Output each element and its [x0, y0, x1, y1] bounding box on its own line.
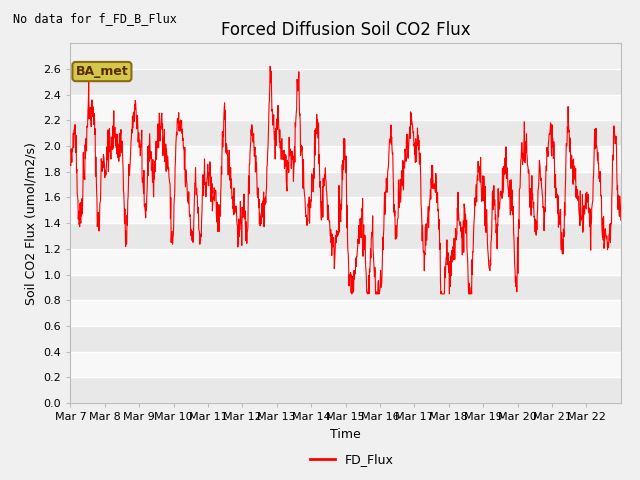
FD_Flux [476, 174, 484, 180]
Bar [70, 249, 621, 275]
Bar [70, 172, 621, 197]
Bar [70, 275, 621, 300]
FD_Flux [348, 291, 356, 297]
Bar [70, 95, 621, 120]
FD_Flux [611, 125, 618, 131]
Bar [70, 326, 621, 352]
Legend: FD_Flux: FD_Flux [305, 448, 399, 471]
Y-axis label: Soil CO2 Flux (umol/m2/s): Soil CO2 Flux (umol/m2/s) [25, 142, 38, 305]
FD_Flux [67, 161, 74, 167]
FD_Flux [557, 206, 564, 212]
FD_Flux [152, 156, 160, 162]
FD_Flux [332, 241, 339, 247]
FD_Flux [266, 63, 274, 69]
Bar [70, 377, 621, 403]
Text: No data for f_FD_B_Flux: No data for f_FD_B_Flux [13, 12, 177, 25]
Text: BA_met: BA_met [76, 65, 128, 78]
Bar [70, 146, 621, 172]
Bar [70, 352, 621, 377]
Bar [70, 223, 621, 249]
Line: FD_Flux: FD_Flux [70, 66, 621, 294]
FD_Flux [321, 175, 329, 180]
Bar [70, 120, 621, 146]
Title: Forced Diffusion Soil CO2 Flux: Forced Diffusion Soil CO2 Flux [221, 21, 470, 39]
X-axis label: Time: Time [330, 428, 361, 441]
Bar [70, 69, 621, 95]
Bar [70, 300, 621, 326]
Bar [70, 197, 621, 223]
FD_Flux [617, 217, 625, 223]
